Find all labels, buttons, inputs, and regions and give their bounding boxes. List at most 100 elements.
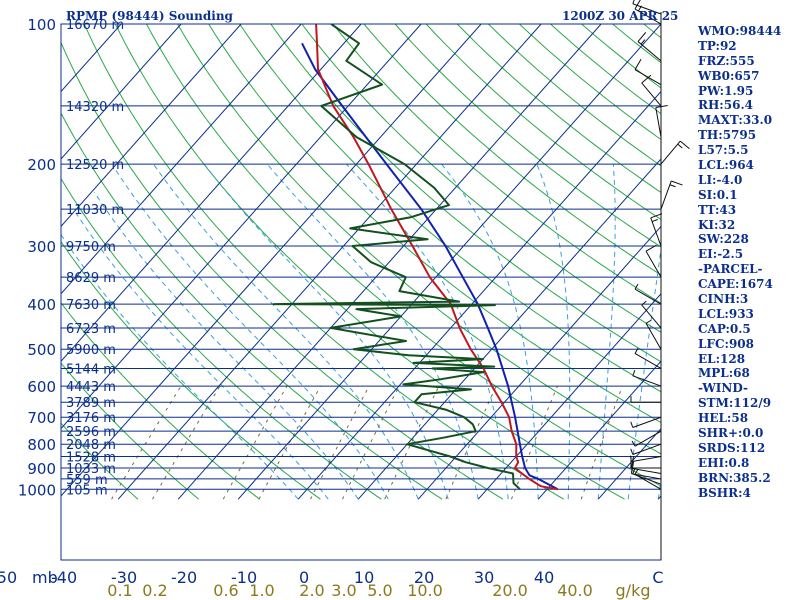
isotherm [61,24,62,25]
isotherm [297,90,661,500]
isotherm [417,225,661,500]
barb-staff [660,140,681,165]
mixing-ratio-line [258,385,321,500]
height-label: 5144 m [66,362,116,377]
wind-barb [632,370,662,387]
barb-staff [660,180,672,210]
temperature-label: 30 [474,568,494,587]
wind-barb [641,300,662,329]
dry-adiabat [61,240,321,500]
parameter-item: L57:5.5 [698,143,749,158]
barb-staff [645,322,662,350]
dry-adiabat [61,422,139,500]
barb-staff [641,304,662,329]
mixing-ratio-line [310,385,370,500]
mixing-ratio-label: 3.0 [331,581,356,600]
barb-staff [632,375,662,387]
height-label: 1033 m [66,462,116,477]
mixing-ratio-label: 40.0 [557,581,593,600]
parameter-item: CAPE:1674 [698,277,773,292]
barb-half-flag [651,219,658,223]
isotherm [477,293,661,500]
dry-adiabat [332,24,661,304]
wind-barb [630,443,662,455]
moist-adiabat [61,233,299,500]
barb-flag [637,32,647,42]
parameter-item: MPL:68 [698,366,750,381]
barb-staff [634,69,662,86]
parameter-item: CINH:3 [698,292,749,307]
moist-adiabat [441,163,539,500]
mixing-ratio-label: 10.0 [407,581,443,600]
pressure-label: 200 [27,156,56,174]
height-label: 4443 m [66,380,116,395]
temperature-label: 20 [414,568,434,587]
barb-flag [655,104,668,109]
barb-staff [637,41,662,62]
isotherm [61,24,242,228]
dry-adiabat [61,41,504,500]
wind-barbs [629,0,690,560]
barb-staff [632,416,662,428]
barb-staff [632,473,662,485]
moist-adiabat [203,163,449,500]
wind-barb [641,74,662,107]
height-label: 3789 m [66,396,116,411]
barb-flag [645,244,657,252]
barb-staff [650,217,662,247]
mixing-ratio-line [384,385,440,500]
temperature-label: 40 [534,568,554,587]
barb-staff [631,455,662,463]
dry-adiabat [146,24,661,487]
barb-staff [634,353,662,369]
barb-half-flag [669,184,676,188]
barb-staff [655,107,662,138]
parameter-item: EL:128 [698,351,746,366]
barb-staff [645,250,662,278]
mixing-ratio-line [511,385,558,500]
wind-barb [630,461,662,480]
mixing-ratio-label: 20.0 [492,581,528,600]
moist-adiabat [75,212,329,500]
height-label: 559 m [66,473,108,488]
parameter-item: HEL:58 [698,411,749,426]
parameter-item: WMO:98444 [698,24,782,38]
dry-adiabat [61,362,200,500]
mixing-ratio-label: 0.1 [107,581,132,600]
moist-adiabat [597,164,616,500]
pressure-label: 300 [27,238,56,256]
parameter-item: MAXT:33.0 [698,113,773,128]
barb-flag [679,140,690,150]
mixing-ratio-line [222,385,288,500]
parameter-item: TP:92 [698,38,737,53]
wind-barb [645,319,662,350]
parameter-item: TH:5795 [698,128,757,143]
wind-barb [660,180,683,210]
isotherm [537,360,661,500]
height-label: 3176 m [66,411,116,426]
wind-barb [650,213,663,247]
pressure-unit-label: mb [32,568,58,587]
moist-adiabat [266,163,479,500]
barb-flag [632,0,635,4]
pressure-label: 700 [27,409,56,427]
temperature-label: -40 [51,568,77,587]
wind-barb [631,430,662,447]
height-label: 9750 m [66,240,116,255]
wind-barb [630,416,662,428]
parameter-item: -WIND- [698,381,748,396]
barb-half-flag [640,39,646,45]
temperature-label: -30 [111,568,137,587]
pressure-label: 1000 [18,481,56,499]
pressure-label: 500 [27,341,56,359]
moist-adiabat [536,163,571,500]
barb-flag [641,74,652,84]
parameter-item: RH:56.4 [698,98,753,113]
dry-adiabat [61,177,382,500]
pressure-label: 600 [27,378,56,396]
wind-barb [655,104,668,138]
height-label: 1528 m [66,450,116,465]
wind-barb [637,32,662,62]
plot-frame [60,23,662,561]
parameter-item: BSHR:4 [698,485,751,500]
